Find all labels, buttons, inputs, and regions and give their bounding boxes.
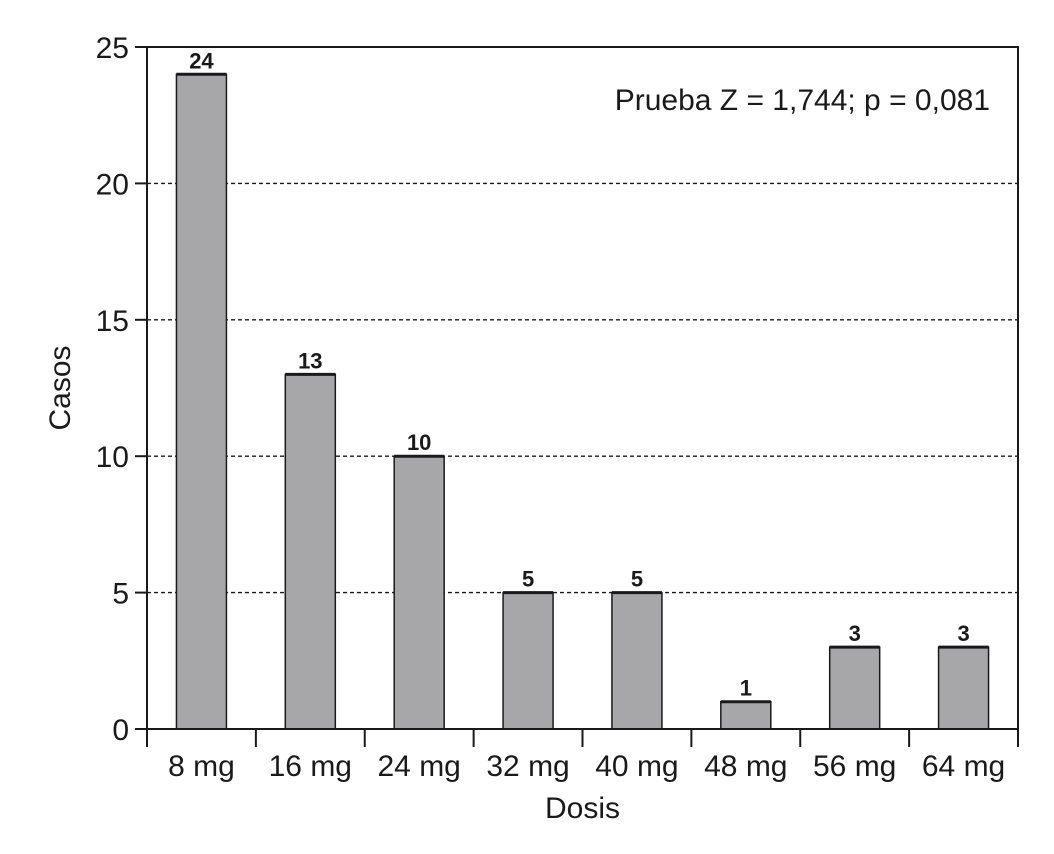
x-tick-label: 16 mg bbox=[269, 750, 352, 783]
data-label: 24 bbox=[189, 48, 214, 73]
bar bbox=[175, 73, 228, 730]
data-label: 3 bbox=[849, 621, 861, 646]
bar bbox=[720, 700, 772, 730]
bar bbox=[611, 591, 663, 730]
data-label: 5 bbox=[522, 567, 534, 592]
bar bbox=[502, 591, 554, 730]
x-axis: 8 mg 16 mg 24 mg 32 mg 40 mg 48 mg 56 mg 64 mg bbox=[146, 729, 1019, 783]
x-tick-label: 24 mg bbox=[377, 750, 460, 783]
data-label: 3 bbox=[957, 621, 969, 646]
data-label: 10 bbox=[407, 430, 431, 455]
data-label: 1 bbox=[740, 676, 752, 701]
x-tick-label: 56 mg bbox=[813, 750, 896, 783]
x-axis-title: Dosis bbox=[545, 792, 620, 825]
x-tick-label: 8 mg bbox=[168, 750, 235, 783]
bar bbox=[393, 455, 445, 730]
y-axis-title: Casos bbox=[44, 345, 77, 430]
bar bbox=[828, 646, 881, 730]
statistical-annotation: Prueba Z = 1,744; p = 0,081 bbox=[615, 84, 990, 117]
bar bbox=[937, 646, 990, 730]
data-label: 5 bbox=[631, 567, 643, 592]
bars bbox=[175, 72, 990, 730]
x-tick-label: 32 mg bbox=[486, 750, 569, 783]
plot-frame bbox=[146, 46, 1019, 730]
y-tick-label: 20 bbox=[96, 168, 129, 201]
data-label: 13 bbox=[298, 348, 322, 373]
y-axis: 0 5 10 15 20 25 bbox=[96, 32, 147, 747]
y-tick-label: 25 bbox=[96, 32, 129, 65]
y-tick-label: 0 bbox=[112, 714, 129, 747]
x-tick-label: 48 mg bbox=[704, 750, 787, 783]
bar bbox=[284, 373, 337, 730]
x-tick-label: 40 mg bbox=[595, 750, 678, 783]
y-tick-label: 15 bbox=[96, 305, 129, 338]
y-tick-label: 10 bbox=[96, 441, 129, 474]
x-tick-label: 64 mg bbox=[922, 750, 1005, 783]
y-tick-label: 5 bbox=[112, 578, 129, 611]
grid-lines bbox=[147, 182, 1018, 594]
